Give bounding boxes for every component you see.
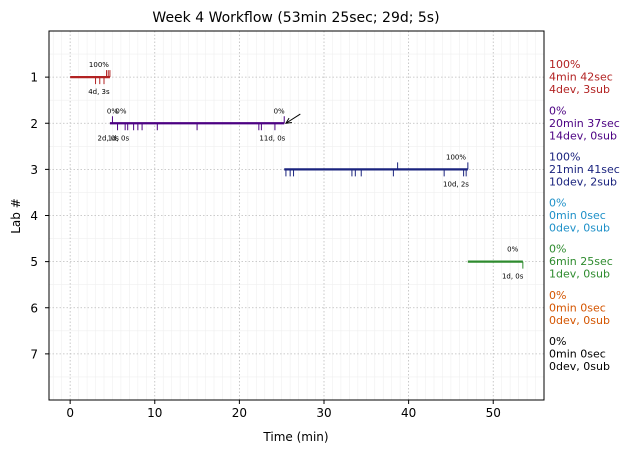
grid-lines [49,31,545,400]
x-tick-label: 30 [316,406,331,420]
x-tick-label: 0 [66,406,74,420]
lab-1-percent-label: 100% [89,61,109,69]
lab-3-summary-line: 100% [549,150,580,163]
annotation-arrow-head [284,117,292,124]
lab-1-summary-line: 4dev, 3sub [549,83,610,96]
lab-3-percent-label: 100% [446,153,466,161]
lab-5-count-label: 1d, 0s [502,273,524,281]
lab-4-summary-line: 0min 0sec [549,209,606,222]
lab-2-count-label: 11d, 0s [259,134,285,142]
lab-2-count-label: 2d, 0s [98,134,120,142]
lab-1-summary-line: 4min 42sec [549,71,613,84]
lab-1-summary-line: 100% [549,58,580,71]
chart-title: Week 4 Workflow (53min 25sec; 29d; 5s) [152,10,439,26]
y-tick-label: 7 [30,347,38,361]
lab-5-summary-line: 0% [549,243,566,256]
lab-2-percent-label: 0% [115,107,126,115]
lab-4-summary-line: 0% [549,197,566,210]
lab-7-summary-line: 0min 0sec [549,347,606,360]
y-tick-label: 5 [30,255,38,269]
x-tick-label: 50 [486,406,501,420]
plot-background [49,31,544,400]
lab-1-series: 100% 4d, 3s [70,61,111,96]
annotation-arrow [285,113,301,124]
x-tick-label: 40 [401,406,416,420]
lab-5-summary-line: 1dev, 0sub [549,268,610,281]
x-tick-label: 20 [232,406,247,420]
lab-7-summary-line: 0% [549,335,566,348]
y-tick-label: 6 [30,301,38,315]
lab-2-percent-label: 0% [274,107,285,115]
y-axis-label: Lab # [9,198,23,234]
lab-2-summary-line: 20min 37sec [549,117,620,130]
lab-2-summary-line: 14dev, 0sub [549,129,617,142]
y-tick-label: 4 [30,209,38,223]
lab-2-count-label: 1d, 0s [108,134,130,142]
lab-2-percent-label: 0% [107,107,118,115]
x-axis-label: Time (min) [262,430,328,444]
lab-7-summary-line: 0dev, 0sub [549,360,610,373]
lab-6-summary-line: 0% [549,289,566,302]
lab-6-summary-line: 0min 0sec [549,301,606,314]
axes: 0 10 20 30 40 50 1 2 3 4 5 6 7 [30,30,545,420]
lab-2-summary-line: 0% [549,104,566,117]
lab-3-summary-line: 10dev, 2sub [549,175,617,188]
lab-4-summary-line: 0dev, 0sub [549,222,610,235]
lab-3-summary-line: 21min 41sec [549,163,620,176]
lab-1-count-label: 4d, 3s [88,88,110,96]
y-tick-label: 2 [30,117,38,131]
plot-area [49,31,544,400]
lab-3-count-label: 10d, 2s [443,180,469,188]
lab-3-series: 100% 10d, 2s [284,153,469,188]
lab-5-percent-label: 0% [507,246,518,254]
x-tick-label: 10 [147,406,162,420]
lab-6-summary-line: 0dev, 0sub [549,314,610,327]
y-tick-label: 3 [30,163,38,177]
lab-5-summary-line: 6min 25sec [549,255,613,268]
y-tick-label: 1 [30,71,38,85]
lab-5-series: 0% 1d, 0s [467,246,524,281]
